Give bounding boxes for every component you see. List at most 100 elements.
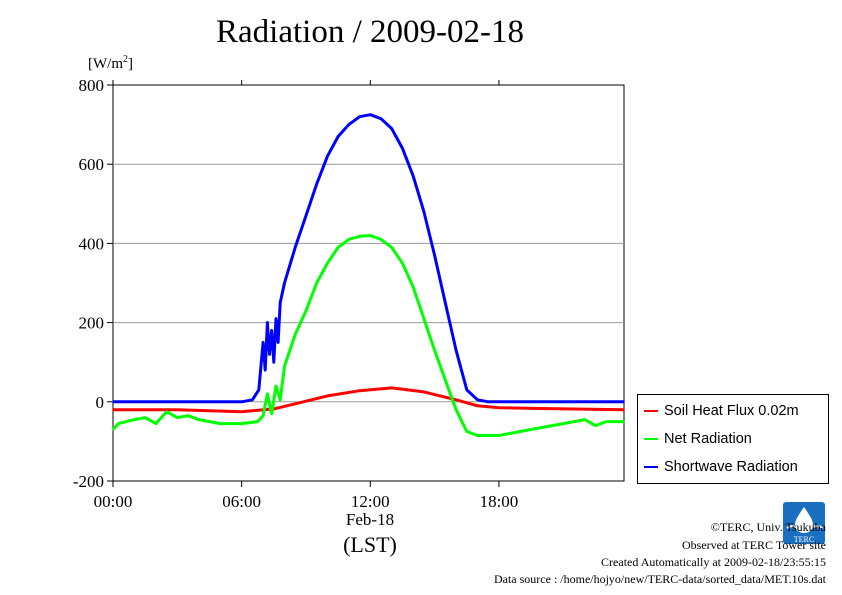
data-point (594, 424, 597, 427)
data-point (498, 401, 500, 403)
data-point (380, 117, 382, 120)
legend-label: Net Radiation (664, 431, 752, 447)
data-point (176, 416, 179, 419)
data-point (583, 418, 586, 421)
data-point (412, 175, 414, 177)
terc-logo-icon: TERC (783, 502, 825, 544)
data-point (498, 406, 500, 409)
data-point (275, 385, 277, 387)
data-point (369, 113, 372, 116)
data-point (348, 123, 350, 126)
data-point (315, 183, 318, 185)
data-point (266, 393, 269, 395)
data-point (519, 430, 522, 433)
data-point (256, 420, 259, 423)
data-point (197, 418, 200, 421)
data-point (240, 422, 243, 425)
data-point (337, 246, 339, 249)
data-point (390, 127, 393, 130)
data-point (326, 155, 329, 158)
data-point (433, 349, 436, 352)
data-point (133, 418, 136, 421)
data-point (465, 389, 468, 391)
x-tick-label: 18:00 (480, 492, 519, 511)
data-point (541, 401, 543, 403)
legend-swatch-green (644, 438, 658, 440)
legend-label: Soil Heat Flux 0.02m (664, 403, 799, 419)
data-point (315, 282, 318, 284)
data-point (455, 408, 457, 411)
data-point (279, 302, 282, 304)
data-point (264, 369, 267, 371)
data-point (294, 246, 297, 249)
legend-item-soil-heat-flux: Soil Heat Flux 0.02m (644, 401, 799, 421)
data-point (455, 399, 457, 401)
x-axis-timezone-label: (LST) (343, 532, 397, 557)
data-point (455, 349, 457, 352)
x-axis-date-label: Feb-18 (345, 510, 395, 529)
data-point (251, 399, 254, 401)
data-point (358, 235, 361, 238)
data-point (476, 404, 479, 407)
y-unit-label: [W/m2] (88, 54, 133, 72)
data-point (305, 309, 307, 312)
data-point (358, 115, 361, 118)
y-tick-label: 400 (79, 234, 105, 253)
series-lines (111, 113, 625, 437)
series-line-1 (111, 234, 624, 437)
data-point (268, 353, 271, 356)
data-point (155, 422, 157, 425)
data-point (176, 401, 179, 403)
data-point (412, 286, 414, 288)
data-point (444, 379, 447, 381)
plot-frame (112, 84, 625, 482)
y-tick-label: 200 (79, 314, 105, 333)
data-point (187, 414, 189, 417)
data-point (270, 412, 273, 415)
data-point (476, 399, 479, 401)
y-tick-label: -200 (73, 472, 104, 491)
data-point (476, 434, 479, 437)
data-point (369, 234, 372, 237)
data-point (605, 420, 607, 423)
data-point (401, 147, 404, 150)
data-point (401, 262, 404, 265)
data-point (423, 391, 425, 393)
data-point (487, 401, 490, 403)
credit-site: Observed at TERC Tower site (681, 538, 826, 552)
data-point (112, 401, 114, 403)
y-tick-label: 600 (79, 155, 105, 174)
credit-created: Created Automatically at 2009-02-18/23:5… (601, 555, 826, 569)
data-point (294, 402, 297, 405)
data-point (305, 214, 307, 217)
y-tick-label: 800 (79, 76, 105, 95)
data-point (390, 387, 393, 389)
legend-item-shortwave-radiation: Shortwave Radiation (644, 457, 798, 477)
x-tick-label: 06:00 (222, 492, 261, 511)
data-point (165, 410, 168, 413)
data-point (176, 408, 179, 411)
series-line-2 (113, 113, 624, 404)
data-point (294, 333, 297, 336)
credit-organization: ©TERC, Univ. Tsukuba (710, 520, 826, 534)
data-point (390, 246, 393, 249)
legend-swatch-blue (644, 466, 658, 468)
data-point (279, 399, 282, 401)
data-point (358, 389, 361, 392)
data-point (283, 365, 286, 367)
data-point (337, 135, 339, 138)
data-point (326, 262, 329, 265)
data-point (465, 430, 468, 433)
data-point (275, 317, 277, 320)
data-point (348, 238, 350, 241)
data-point (541, 407, 543, 410)
data-point (487, 434, 490, 437)
data-point (262, 414, 264, 417)
data-point (266, 321, 269, 324)
legend-label: Shortwave Radiation (664, 459, 798, 475)
data-point (498, 434, 500, 437)
data-point (240, 401, 243, 403)
series-line-0 (113, 386, 625, 414)
data-point (423, 210, 425, 213)
